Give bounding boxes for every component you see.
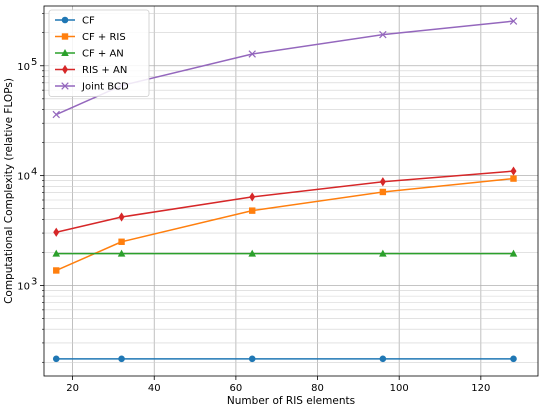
x-tick-label: 60	[230, 383, 243, 394]
y-tick-exponent: 4	[31, 167, 37, 178]
data-point	[118, 212, 125, 222]
legend-marker	[62, 64, 68, 75]
x-tick-label: 100	[390, 383, 409, 394]
data-point	[118, 355, 125, 363]
y-tick-exponent: 5	[31, 57, 37, 68]
data-point	[379, 30, 387, 39]
plot-frame	[43, 5, 539, 377]
legend-label: Joint BCD	[81, 82, 129, 93]
legend-label: CF + AN	[82, 49, 124, 60]
data-point	[509, 17, 518, 25]
data-point	[117, 249, 126, 257]
legend-label: CF + RIS	[82, 32, 126, 43]
x-tick-label: 120	[471, 383, 490, 394]
legend-marker	[61, 16, 69, 24]
data-point	[248, 249, 257, 257]
legend-marker	[61, 49, 69, 56]
data-point	[52, 355, 60, 363]
legend-item: CF	[55, 16, 95, 27]
legend-label: CF	[82, 16, 95, 27]
data-point	[510, 175, 517, 182]
legend-marker	[61, 33, 69, 40]
y-tick-label: 10	[17, 62, 30, 73]
data-point	[52, 249, 61, 257]
y-tick-exponent: 3	[31, 276, 37, 287]
series-2	[53, 175, 517, 274]
data-point	[510, 166, 517, 176]
legend-box	[48, 9, 150, 97]
legend-label: RIS + AN	[82, 65, 127, 76]
data-point	[53, 227, 60, 237]
data-point	[118, 238, 125, 245]
legend-marker	[61, 82, 69, 90]
x-axis-label: Number of RIS elements	[227, 395, 355, 407]
x-tick-label: 80	[311, 383, 324, 394]
data-point	[248, 50, 256, 58]
data-point	[249, 192, 256, 202]
y-tick-label: 10	[17, 172, 30, 183]
series-1	[52, 355, 517, 363]
grid	[44, 6, 538, 376]
legend-item: CF + AN	[55, 49, 124, 60]
data-point	[248, 355, 256, 363]
data-point	[379, 188, 387, 196]
x-tick-label: 20	[66, 383, 79, 394]
legend: CF CF + RIS CF + AN RIS + AN Joint BCD	[48, 9, 150, 97]
series-3	[52, 249, 518, 257]
data-point	[52, 110, 60, 119]
data-point	[53, 267, 60, 274]
x-tick-label: 40	[148, 383, 161, 394]
data-point	[249, 207, 256, 214]
series-4	[53, 166, 517, 237]
legend-item: RIS + AN	[55, 64, 127, 76]
data-point	[379, 249, 387, 257]
data-point	[379, 177, 386, 187]
legend-item: CF + RIS	[55, 32, 126, 43]
legend-item: Joint BCD	[55, 82, 129, 93]
y-axis-label: Computational Complexity (relative FLOPs…	[3, 78, 15, 304]
y-tick-label: 10	[17, 281, 30, 292]
data-point	[509, 249, 518, 257]
data-point	[379, 355, 387, 363]
data-point	[510, 355, 517, 363]
